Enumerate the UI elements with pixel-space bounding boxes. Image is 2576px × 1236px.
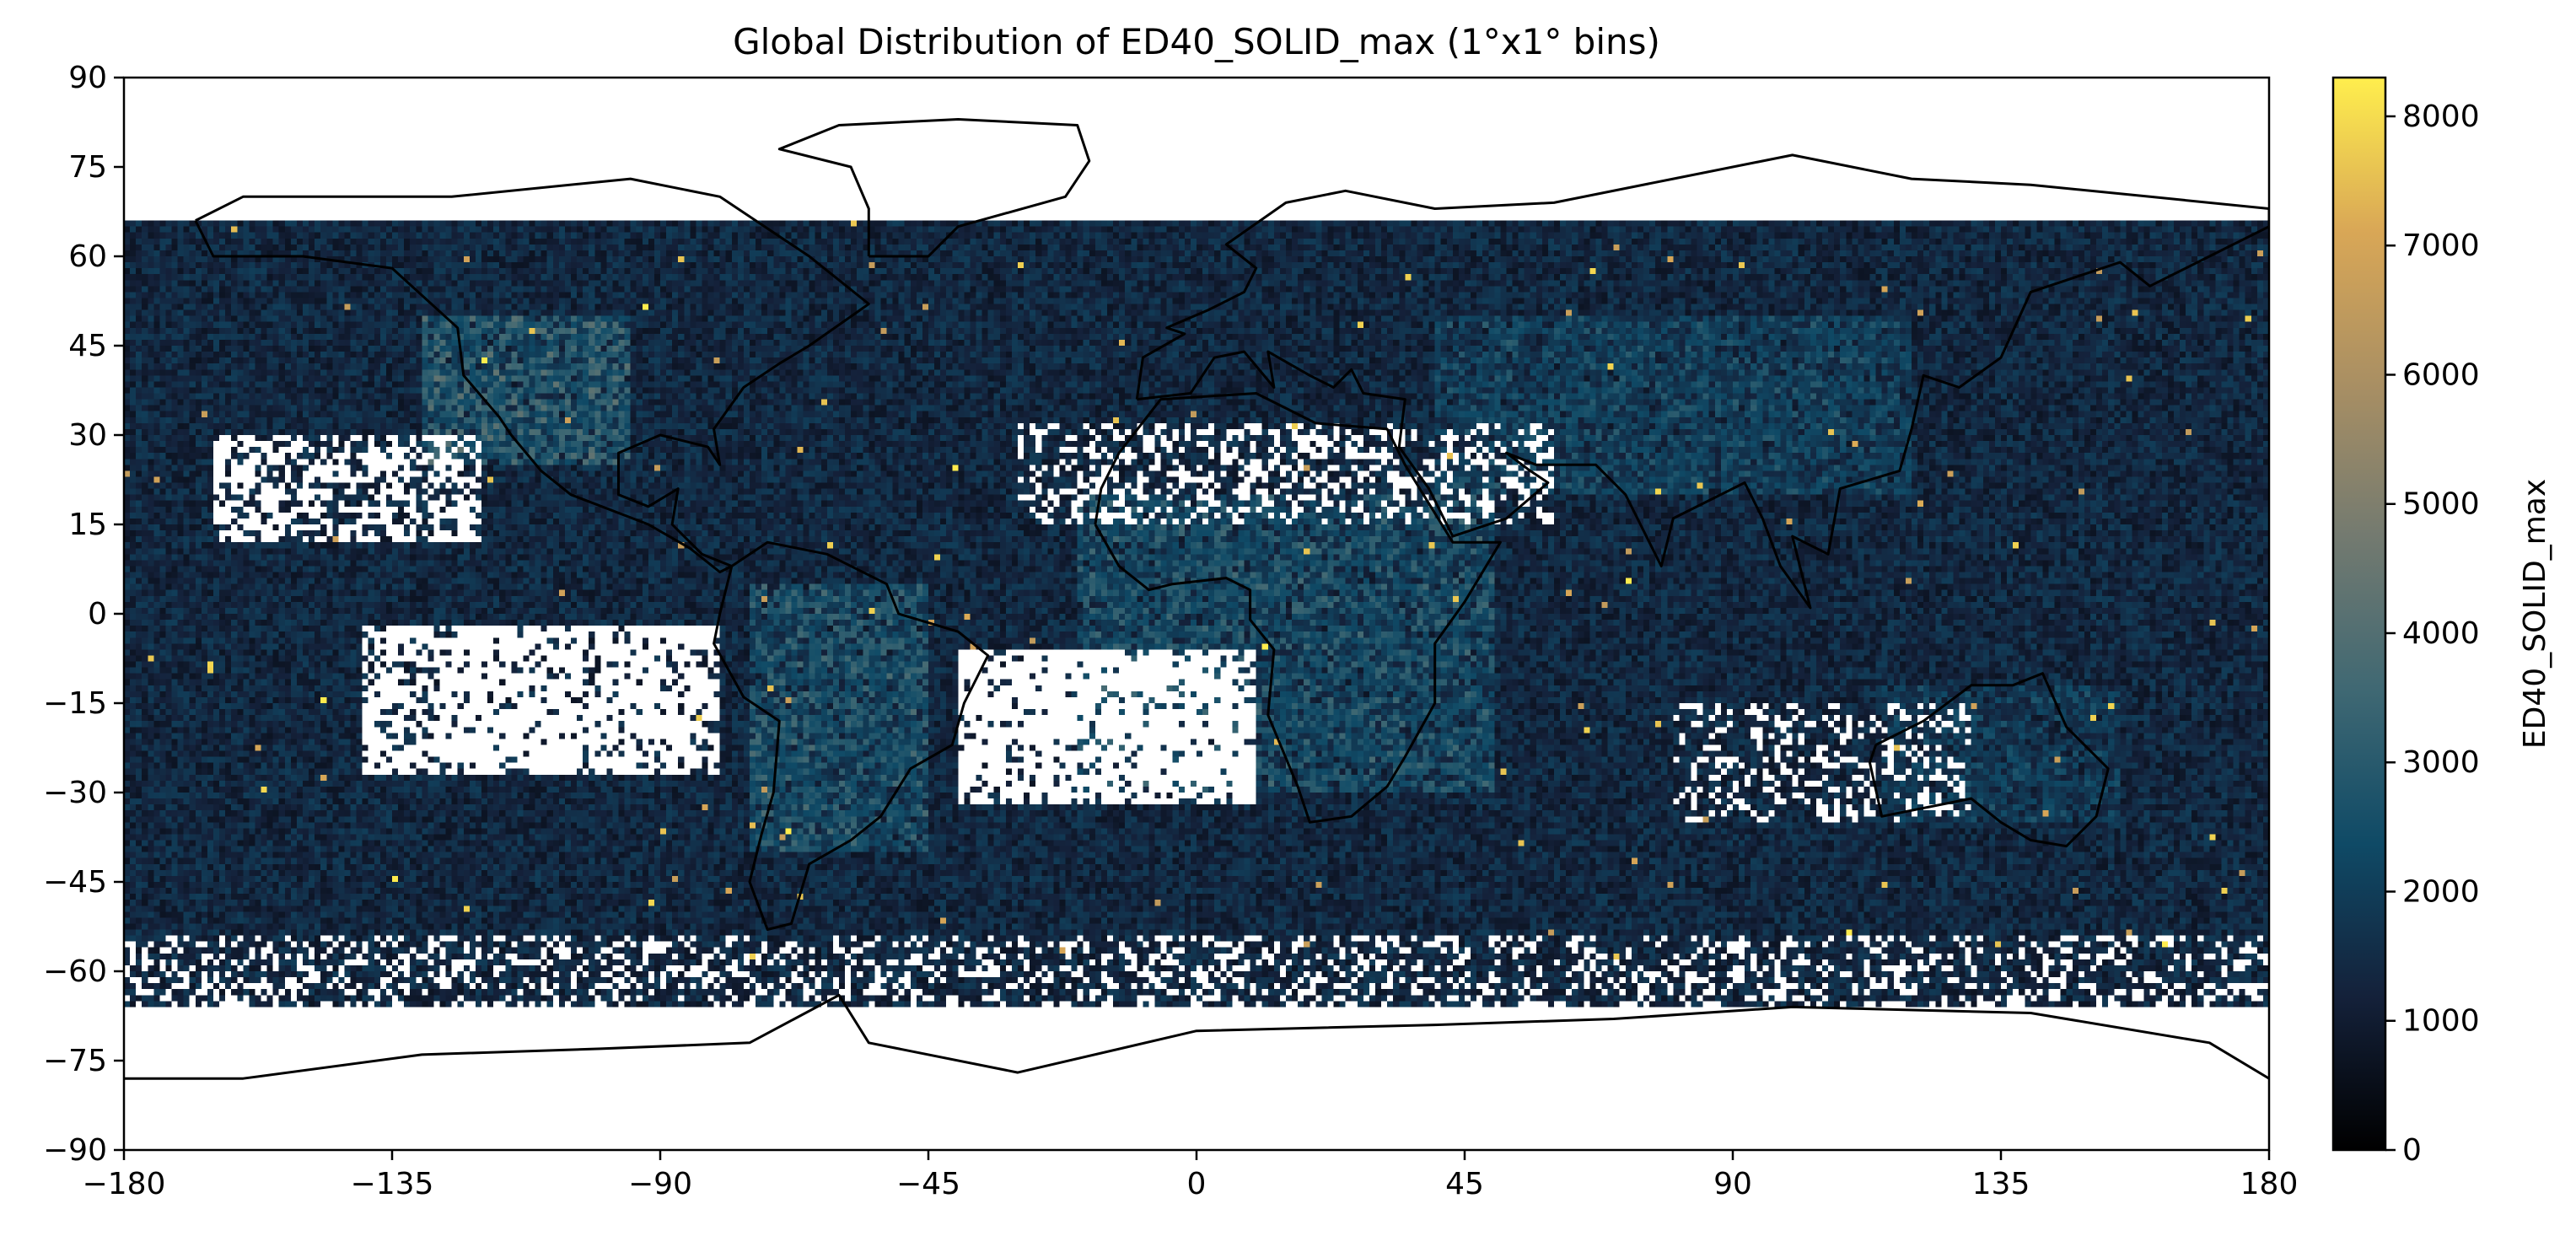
x-axis-ticks: −180 −135 −90 −45 0 45 90 135 180 — [83, 1150, 2299, 1201]
x-tick-label: −180 — [83, 1167, 166, 1201]
colorbar-ticks: 0 1000 2000 3000 4000 5000 6000 7000 8000 — [2385, 99, 2480, 1168]
y-tick-label: 75 — [68, 150, 107, 185]
colorbar-tick-label: 0 — [2402, 1133, 2422, 1168]
heatmap-bins — [124, 78, 2269, 1150]
x-tick-label: 90 — [1713, 1167, 1752, 1201]
heatmap-canvas — [124, 78, 2269, 1150]
colorbar-tick-label: 6000 — [2402, 357, 2480, 392]
y-tick-label: −75 — [43, 1044, 107, 1078]
colorbar-tick-label: 4000 — [2402, 616, 2480, 651]
colorbar-gradient — [2331, 76, 2387, 1152]
coastlines — [124, 118, 2269, 1080]
colorbar-tick-label: 1000 — [2402, 1004, 2480, 1039]
y-tick-label: 60 — [68, 239, 107, 274]
y-tick-label: 0 — [88, 597, 107, 631]
coastline-path — [777, 118, 1091, 258]
y-tick-label: −90 — [43, 1133, 107, 1168]
y-tick-label: −60 — [43, 954, 107, 989]
y-tick-label: −15 — [43, 686, 107, 721]
chart-title: Global Distribution of ED40_SOLID_max (1… — [733, 21, 1660, 62]
coastline-path — [124, 993, 2269, 1080]
map-axes: −180 −135 −90 −45 0 45 90 135 180 9075604530150−… — [43, 61, 2298, 1201]
y-tick-label: −45 — [43, 865, 107, 900]
colorbar-tick-label: 7000 — [2402, 228, 2480, 263]
y-axis-ticks: 90 75 60 45 30 15 0 −15 −30 −45 −60 −75 −90 — [43, 61, 124, 1168]
coastline-path — [1869, 672, 2110, 848]
colorbar-tick-label: 5000 — [2402, 487, 2480, 522]
x-tick-label: 135 — [1972, 1167, 2030, 1201]
map-frame — [122, 76, 2271, 1152]
x-tick-label: 0 — [1187, 1167, 1207, 1201]
coastline-path — [713, 540, 990, 931]
y-tick-label: 15 — [68, 508, 107, 542]
colorbar-tick-label: 3000 — [2402, 745, 2480, 780]
coastline-path — [1094, 392, 1502, 824]
colorbar-label: ED40_SOLID_max — [2518, 479, 2552, 749]
y-tick-label: 45 — [68, 329, 107, 363]
x-tick-label: 180 — [2240, 1167, 2299, 1201]
y-tick-label: 30 — [68, 418, 107, 453]
x-tick-label: −45 — [896, 1167, 960, 1201]
colorbar-tick-label: 2000 — [2402, 874, 2480, 909]
coastline-path — [1135, 153, 2269, 610]
coastline-path — [194, 177, 870, 573]
y-tick-label: −30 — [43, 776, 107, 810]
colorbar: 0 1000 2000 3000 4000 5000 6000 7000 8000 ED40_S… — [2331, 76, 2552, 1168]
colorbar-tick-label: 8000 — [2402, 99, 2480, 134]
x-tick-label: −135 — [351, 1167, 434, 1201]
y-tick-label: 90 — [68, 61, 107, 95]
x-tick-label: −90 — [628, 1167, 692, 1201]
x-tick-label: 45 — [1445, 1167, 1484, 1201]
